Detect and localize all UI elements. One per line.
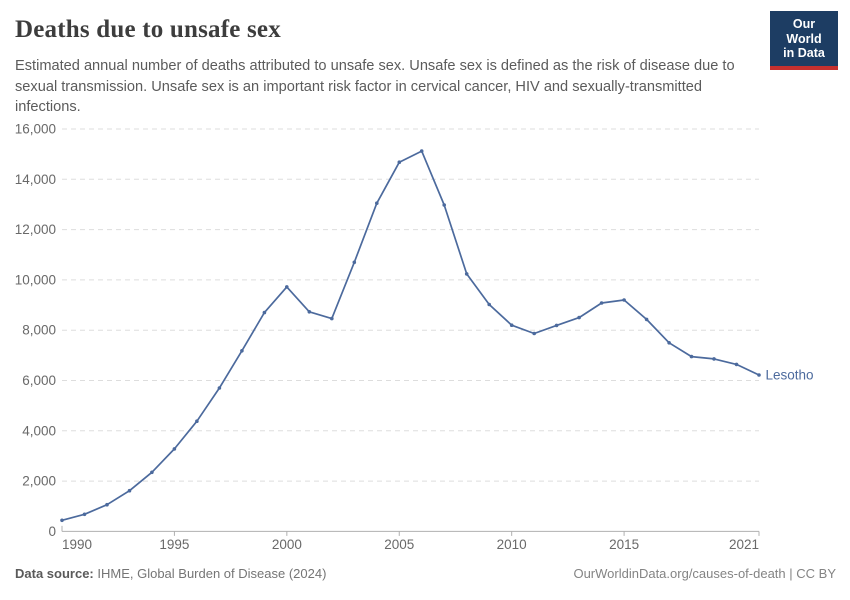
trend-line[interactable]: [61, 150, 760, 522]
x-tick-label: 2005: [384, 537, 414, 552]
data-point[interactable]: [622, 298, 626, 302]
data-point[interactable]: [375, 201, 379, 205]
data-point[interactable]: [734, 362, 739, 367]
data-point[interactable]: [240, 349, 244, 353]
data-point[interactable]: [689, 354, 694, 359]
data-point[interactable]: [195, 419, 199, 424]
data-point[interactable]: [172, 447, 177, 451]
data-point[interactable]: [577, 315, 581, 320]
data-point[interactable]: [307, 310, 312, 314]
data-point[interactable]: [509, 323, 514, 327]
data-point[interactable]: [487, 302, 492, 307]
data-point[interactable]: [262, 310, 267, 315]
data-point[interactable]: [554, 323, 559, 328]
data-point[interactable]: [757, 373, 761, 377]
data-point[interactable]: [82, 512, 87, 517]
x-tick-label: 1990: [62, 537, 92, 552]
page-title: Deaths due to unsafe sex: [15, 16, 281, 43]
data-point[interactable]: [105, 502, 109, 507]
license-text: | CC BY: [785, 566, 836, 581]
y-tick-label: 12,000: [15, 222, 56, 237]
y-tick-label: 4,000: [22, 423, 56, 438]
data-point[interactable]: [442, 203, 447, 207]
data-point[interactable]: [419, 149, 424, 153]
chart-footer: Data source: IHME, Global Burden of Dise…: [15, 566, 836, 581]
data-point[interactable]: [150, 470, 154, 475]
owid-logo-text-line1: Our World: [786, 17, 822, 46]
chart-subtitle: Estimated annual number of deaths attrib…: [15, 58, 735, 116]
data-point[interactable]: [397, 160, 402, 164]
credit-note: OurWorldinData.org/causes-of-death | CC …: [573, 566, 836, 581]
owid-logo-text-line2: in Data: [783, 46, 825, 60]
data-point[interactable]: [599, 301, 604, 305]
owid-logo[interactable]: Our World in Data: [770, 11, 838, 70]
x-tick-label: 2000: [272, 537, 302, 552]
data-source-label: Data source:: [15, 566, 94, 581]
data-point[interactable]: [712, 357, 716, 361]
data-point[interactable]: [330, 316, 334, 321]
series-end-label: Lesotho: [766, 367, 814, 382]
y-tick-label: 10,000: [15, 272, 56, 287]
x-tick-label: 2010: [497, 537, 527, 552]
data-source-value: IHME, Global Burden of Disease (2024): [93, 566, 327, 581]
data-point[interactable]: [352, 260, 357, 265]
y-tick-label: 0: [48, 524, 56, 539]
data-point[interactable]: [285, 285, 289, 289]
data-point[interactable]: [464, 272, 469, 276]
x-tick-label: 1995: [159, 537, 189, 552]
y-tick-label: 6,000: [22, 373, 56, 388]
y-tick-label: 14,000: [15, 172, 56, 187]
line-chart: 0 2,000 4,000 6,000 8,000 10,000 12,000 14,000 1…: [15, 122, 814, 552]
data-point[interactable]: [127, 488, 132, 493]
y-tick-label: 16,000: [15, 122, 56, 137]
data-point[interactable]: [532, 331, 536, 336]
y-tick-label: 2,000: [22, 474, 56, 489]
x-tick-label: 2015: [609, 537, 639, 552]
x-tick-label: 2021: [729, 537, 759, 552]
y-tick-label: 8,000: [22, 323, 56, 338]
data-point[interactable]: [644, 317, 649, 322]
data-point[interactable]: [217, 386, 222, 390]
data-point[interactable]: [667, 341, 671, 345]
owid-url-link[interactable]: OurWorldinData.org/causes-of-death: [573, 566, 786, 581]
data-source-note: Data source: IHME, Global Burden of Dise…: [15, 566, 326, 581]
data-point[interactable]: [60, 518, 64, 523]
